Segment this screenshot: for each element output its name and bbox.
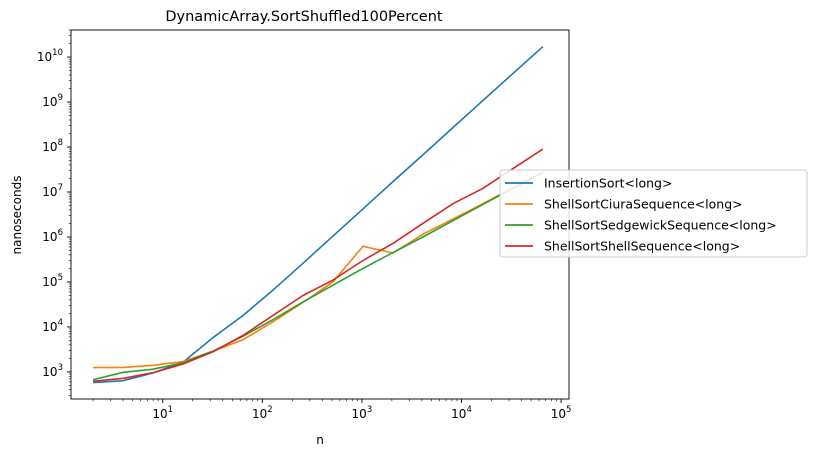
y-tick-label: 106 (42, 228, 63, 244)
chart-title: DynamicArray.SortShuffled100Percent (165, 9, 443, 25)
x-axis-label: n (316, 433, 324, 447)
y-axis-label: nanoseconds (10, 176, 24, 255)
x-tick-label: 101 (152, 405, 173, 421)
series-layer (92, 46, 544, 384)
series-line-1 (93, 46, 544, 384)
legend-label: ShellSortCiuraSequence<long> (544, 197, 743, 212)
legend-label: ShellSortShellSequence<long> (544, 239, 740, 254)
y-tick-label: 1010 (37, 48, 63, 64)
y-tick-label: 107 (42, 183, 63, 199)
y-tick-label: 105 (42, 273, 63, 289)
x-tick-label: 102 (252, 405, 273, 421)
y-axis: 103 104 105 106 107 108 109 1010 (37, 29, 71, 396)
legend-box (499, 169, 808, 258)
x-axis: 101 102 103 104 105 (92, 399, 572, 421)
plot-frame (70, 29, 570, 400)
legend-label: ShellSortSedgewickSequence<long> (544, 218, 777, 233)
x-tick-label: 104 (451, 405, 472, 421)
legend: InsertionSort<long> ShellSortCiuraSequenc… (499, 169, 808, 258)
series-line-3 (92, 171, 544, 381)
x-tick-label: 105 (551, 405, 572, 421)
y-tick-label: 103 (42, 363, 63, 379)
x-tick-label: 103 (352, 405, 373, 421)
y-tick-label: 109 (42, 93, 63, 109)
legend-label: InsertionSort<long> (544, 176, 672, 191)
y-tick-label: 108 (42, 138, 63, 154)
series-line-2 (93, 171, 544, 369)
y-tick-label: 104 (42, 318, 63, 334)
series-line-4 (93, 148, 544, 383)
